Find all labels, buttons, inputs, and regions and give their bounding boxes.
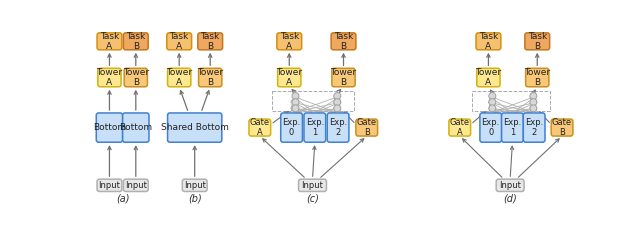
Text: Input: Input: [184, 181, 205, 190]
Circle shape: [489, 105, 496, 112]
Circle shape: [334, 93, 340, 99]
Text: Exp.
1: Exp. 1: [306, 118, 324, 137]
Text: Tower
A: Tower A: [97, 68, 122, 87]
FancyBboxPatch shape: [249, 119, 271, 136]
FancyBboxPatch shape: [480, 113, 502, 142]
Circle shape: [292, 93, 299, 99]
FancyBboxPatch shape: [496, 179, 524, 191]
Text: Input: Input: [301, 181, 323, 190]
Circle shape: [334, 105, 340, 112]
Circle shape: [530, 93, 537, 99]
FancyBboxPatch shape: [277, 33, 301, 50]
Text: Input: Input: [499, 181, 521, 190]
FancyBboxPatch shape: [281, 113, 303, 142]
FancyBboxPatch shape: [98, 68, 121, 87]
FancyBboxPatch shape: [524, 113, 545, 142]
Text: Task
A: Task A: [100, 32, 119, 51]
Circle shape: [489, 99, 496, 106]
FancyBboxPatch shape: [123, 113, 149, 142]
FancyBboxPatch shape: [502, 113, 524, 142]
Text: Exp.
0: Exp. 0: [282, 118, 301, 137]
Text: Gate
A: Gate A: [250, 118, 270, 137]
FancyBboxPatch shape: [525, 33, 550, 50]
Text: Tower
A: Tower A: [166, 68, 192, 87]
Text: Tower
A: Tower A: [276, 68, 302, 87]
FancyBboxPatch shape: [198, 68, 222, 87]
Text: Gate
A: Gate A: [450, 118, 470, 137]
FancyBboxPatch shape: [304, 113, 326, 142]
FancyBboxPatch shape: [327, 113, 349, 142]
Text: Task
A: Task A: [170, 32, 189, 51]
Text: Input: Input: [99, 181, 120, 190]
FancyBboxPatch shape: [278, 68, 301, 87]
Text: Task
B: Task B: [527, 32, 547, 51]
Text: (b): (b): [188, 194, 202, 203]
Circle shape: [292, 105, 299, 112]
Circle shape: [530, 99, 537, 106]
FancyBboxPatch shape: [449, 119, 470, 136]
Circle shape: [489, 93, 496, 99]
FancyBboxPatch shape: [97, 33, 122, 50]
Text: Task
B: Task B: [334, 32, 353, 51]
Text: Exp.
2: Exp. 2: [525, 118, 543, 137]
Bar: [272, 91, 355, 112]
Text: Exp.
0: Exp. 0: [482, 118, 500, 137]
Circle shape: [292, 99, 299, 106]
FancyBboxPatch shape: [168, 113, 222, 142]
FancyBboxPatch shape: [124, 68, 147, 87]
FancyBboxPatch shape: [97, 179, 122, 191]
Text: (c): (c): [306, 194, 319, 203]
Text: Task
B: Task B: [126, 32, 145, 51]
Text: Tower
B: Tower B: [197, 68, 223, 87]
Text: Exp.
2: Exp. 2: [329, 118, 347, 137]
Text: Bottom: Bottom: [119, 123, 152, 132]
FancyBboxPatch shape: [167, 33, 191, 50]
Circle shape: [334, 99, 340, 106]
FancyBboxPatch shape: [331, 33, 356, 50]
FancyBboxPatch shape: [332, 68, 355, 87]
FancyBboxPatch shape: [356, 119, 378, 136]
Text: Bottom: Bottom: [93, 123, 126, 132]
Text: Tower
B: Tower B: [330, 68, 356, 87]
FancyBboxPatch shape: [198, 33, 223, 50]
FancyBboxPatch shape: [476, 33, 501, 50]
Text: Shared Bottom: Shared Bottom: [161, 123, 228, 132]
FancyBboxPatch shape: [124, 33, 148, 50]
FancyBboxPatch shape: [182, 179, 207, 191]
FancyBboxPatch shape: [298, 179, 326, 191]
Circle shape: [530, 105, 537, 112]
FancyBboxPatch shape: [168, 68, 191, 87]
Text: Exp.
1: Exp. 1: [503, 118, 522, 137]
Bar: [472, 91, 550, 112]
Text: Gate
B: Gate B: [552, 118, 572, 137]
FancyBboxPatch shape: [124, 179, 148, 191]
Text: Task
A: Task A: [280, 32, 299, 51]
Text: Tower
B: Tower B: [123, 68, 149, 87]
Text: Input: Input: [125, 181, 147, 190]
Text: (d): (d): [503, 194, 517, 203]
Text: Tower
B: Tower B: [524, 68, 550, 87]
FancyBboxPatch shape: [525, 68, 549, 87]
Text: Gate
B: Gate B: [356, 118, 377, 137]
FancyBboxPatch shape: [551, 119, 573, 136]
FancyBboxPatch shape: [477, 68, 500, 87]
Text: Tower
A: Tower A: [476, 68, 502, 87]
Text: (a): (a): [116, 194, 129, 203]
Text: Task
A: Task A: [479, 32, 498, 51]
Text: Task
B: Task B: [200, 32, 220, 51]
FancyBboxPatch shape: [96, 113, 123, 142]
